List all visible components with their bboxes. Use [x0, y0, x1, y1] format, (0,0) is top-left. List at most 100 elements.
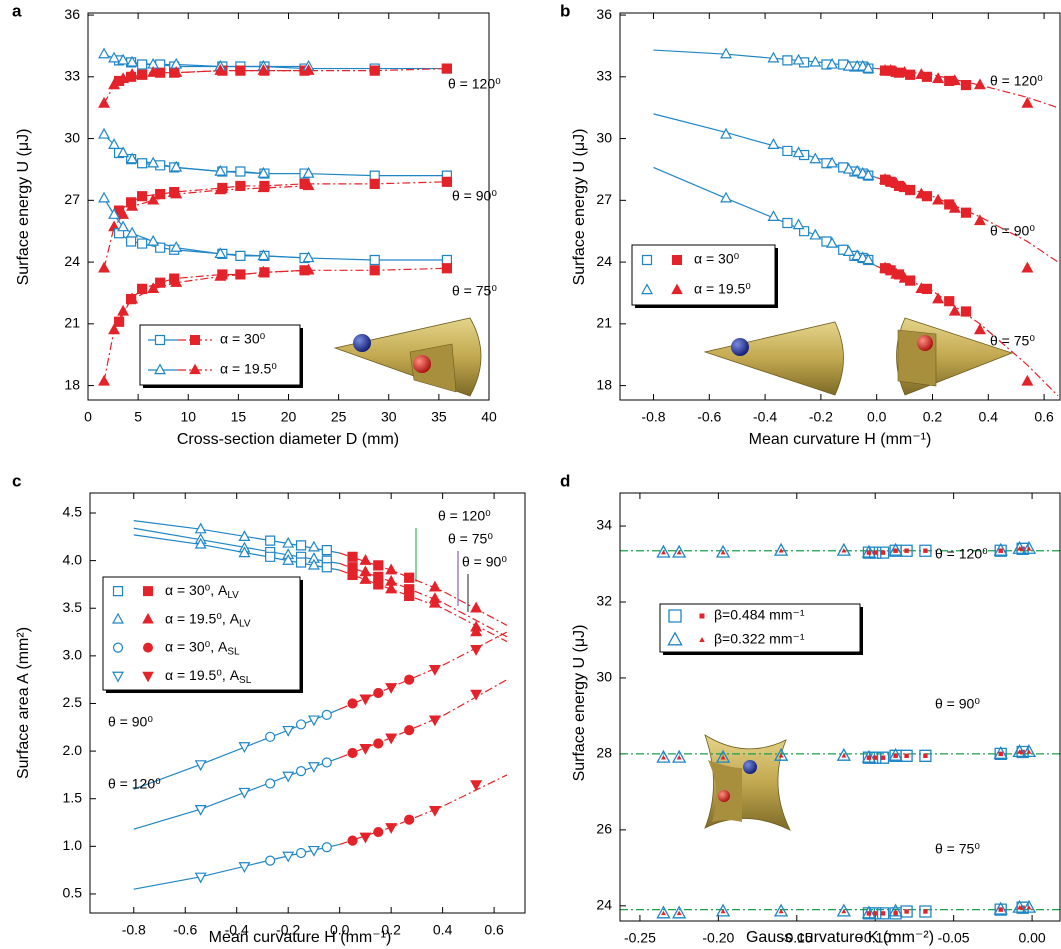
x-tick-label: -0.05 — [938, 930, 970, 946]
legend-marker — [144, 643, 153, 652]
point-core — [904, 909, 908, 913]
legend-label-main: α = 30⁰, A — [165, 582, 228, 598]
point — [374, 561, 383, 570]
point — [901, 906, 912, 917]
point — [838, 749, 850, 760]
point-core — [661, 755, 666, 759]
point — [99, 129, 109, 138]
point — [322, 563, 331, 572]
x-tick-label: 35 — [431, 409, 447, 425]
point — [961, 81, 970, 90]
x-tick-label: -0.2 — [809, 409, 833, 425]
point — [374, 828, 383, 837]
legend-marker — [114, 643, 123, 652]
y-tick-label: 4.0 — [63, 551, 83, 567]
y-tick-label: 30 — [596, 669, 612, 685]
series-line — [134, 521, 340, 553]
point-core — [881, 911, 885, 915]
legend-marker — [700, 614, 705, 619]
point — [115, 317, 124, 326]
y-tick-label: 21 — [64, 315, 80, 331]
annotation: θ = 90⁰ — [935, 696, 980, 712]
point-core — [1027, 546, 1032, 550]
legend-marker — [114, 587, 123, 596]
y-tick-label: 27 — [596, 191, 612, 207]
point — [348, 836, 357, 845]
series-line — [104, 134, 309, 173]
point — [370, 256, 379, 265]
annotation: θ = 90⁰ — [108, 714, 153, 730]
annotation: θ = 75⁰ — [448, 531, 493, 547]
point — [673, 751, 685, 762]
cone-illustration-b — [705, 318, 1012, 395]
panel-letter: b — [560, 1, 570, 20]
x-tick-label: -0.20 — [702, 930, 734, 946]
point — [405, 815, 414, 824]
point — [138, 70, 147, 79]
legend-label: α = 30⁰ — [694, 251, 740, 267]
figure: a051015202530354018212427303336θ = 120⁰θ… — [0, 0, 1061, 949]
point — [810, 230, 820, 239]
y-tick-label: 28 — [596, 745, 612, 761]
point — [405, 591, 414, 600]
legend-label: α = 19.5⁰ — [220, 361, 277, 377]
x-tick-label: 5 — [134, 409, 142, 425]
annotation: θ = 120⁰ — [438, 508, 491, 524]
point — [297, 720, 306, 729]
point — [933, 294, 943, 303]
legend-marker — [673, 256, 682, 265]
annotation: θ = 120⁰ — [448, 76, 501, 92]
page: {"chart_data": [ {"type": "line", "label… — [0, 0, 1061, 949]
point — [933, 73, 943, 82]
point-core — [904, 754, 908, 758]
point — [878, 547, 889, 558]
legend-label-sub: LV — [227, 590, 239, 601]
point — [99, 376, 109, 385]
point — [657, 751, 669, 762]
annotation: θ = 120⁰ — [935, 546, 988, 562]
point — [1022, 263, 1032, 272]
point — [322, 843, 331, 852]
legend-label-sub: SL — [227, 646, 240, 657]
point — [236, 167, 245, 176]
point — [322, 546, 331, 555]
y-tick-label: 1.0 — [63, 837, 83, 853]
point — [236, 270, 245, 279]
saddle-illustration-d — [705, 735, 790, 830]
point — [138, 159, 147, 168]
point — [717, 905, 729, 916]
point — [309, 542, 319, 551]
point — [901, 750, 912, 761]
series-line — [134, 844, 340, 889]
annotation: θ = 120⁰ — [990, 73, 1043, 89]
point — [673, 907, 685, 918]
legend-marker — [643, 256, 652, 265]
point — [442, 264, 451, 273]
point — [99, 263, 109, 272]
point — [266, 552, 275, 561]
x-tick-label: 0.00 — [1018, 930, 1045, 946]
legend-label-sub: LV — [239, 618, 251, 629]
point — [266, 536, 275, 545]
point-core — [923, 754, 927, 758]
point — [348, 570, 357, 579]
annotation: θ = 90⁰ — [452, 188, 497, 204]
point-core — [661, 550, 666, 554]
point — [99, 193, 109, 202]
point — [975, 216, 985, 225]
y-tick-label: 36 — [596, 6, 612, 22]
point — [471, 603, 481, 612]
point — [961, 307, 970, 316]
point — [838, 905, 850, 916]
y-tick-label: 24 — [596, 897, 612, 913]
point-core — [1027, 905, 1032, 909]
y-tick-label: 2.0 — [63, 742, 83, 758]
series-line — [134, 535, 340, 570]
point — [405, 726, 414, 735]
y-tick-label: 30 — [596, 129, 612, 145]
y-tick-label: 36 — [64, 6, 80, 22]
point — [127, 228, 137, 237]
legend-label-main: α = 30⁰, A — [165, 638, 228, 654]
legend-marker — [191, 336, 200, 345]
y-tick-label: 3.0 — [63, 647, 83, 663]
